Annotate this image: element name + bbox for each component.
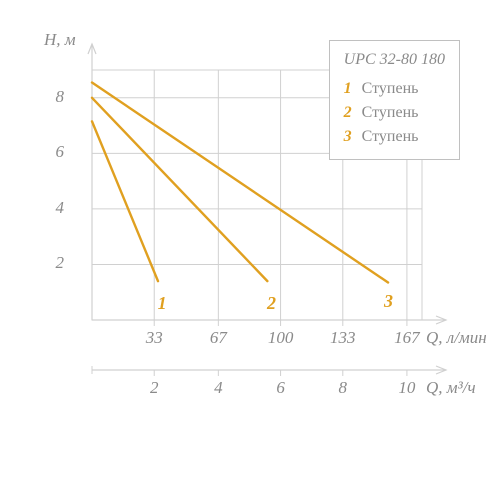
- x-tick-label-top: 33: [136, 328, 172, 348]
- x-tick-label-top: 167: [389, 328, 425, 348]
- x-tick-label-bottom: 4: [200, 378, 236, 398]
- legend-num: 1: [344, 80, 352, 97]
- x-tick-label-top: 100: [263, 328, 299, 348]
- legend-text: Ступень: [362, 104, 419, 121]
- y-tick-label: 6: [44, 142, 64, 162]
- x-tick-label-bottom: 10: [389, 378, 425, 398]
- legend-text: Ступень: [362, 80, 419, 97]
- series-label: 3: [384, 291, 393, 312]
- series-label: 1: [158, 293, 167, 314]
- series-label: 2: [267, 293, 276, 314]
- legend-item: 3 Ступень: [344, 125, 445, 149]
- legend-box: UPC 32-80 180 1 Ступень 2 Ступень 3 Ступ…: [329, 40, 460, 160]
- x-tick-label-top: 67: [200, 328, 236, 348]
- legend-item: 1 Ступень: [344, 77, 445, 101]
- legend-item: 2 Ступень: [344, 101, 445, 125]
- legend-num: 2: [344, 104, 352, 121]
- x-tick-label-bottom: 8: [325, 378, 361, 398]
- x-tick-label-top: 133: [325, 328, 361, 348]
- legend-num: 3: [344, 128, 352, 145]
- legend-text: Ступень: [362, 128, 419, 145]
- x-axis-title-top: Q, л/мин: [426, 328, 487, 348]
- y-tick-label: 4: [44, 198, 64, 218]
- y-tick-label: 2: [44, 253, 64, 273]
- x-axis-title-bottom: Q, м³/ч: [426, 378, 476, 398]
- y-tick-label: 8: [44, 87, 64, 107]
- x-tick-label-bottom: 2: [136, 378, 172, 398]
- legend-title: UPC 32-80 180: [344, 51, 445, 69]
- x-tick-label-bottom: 6: [263, 378, 299, 398]
